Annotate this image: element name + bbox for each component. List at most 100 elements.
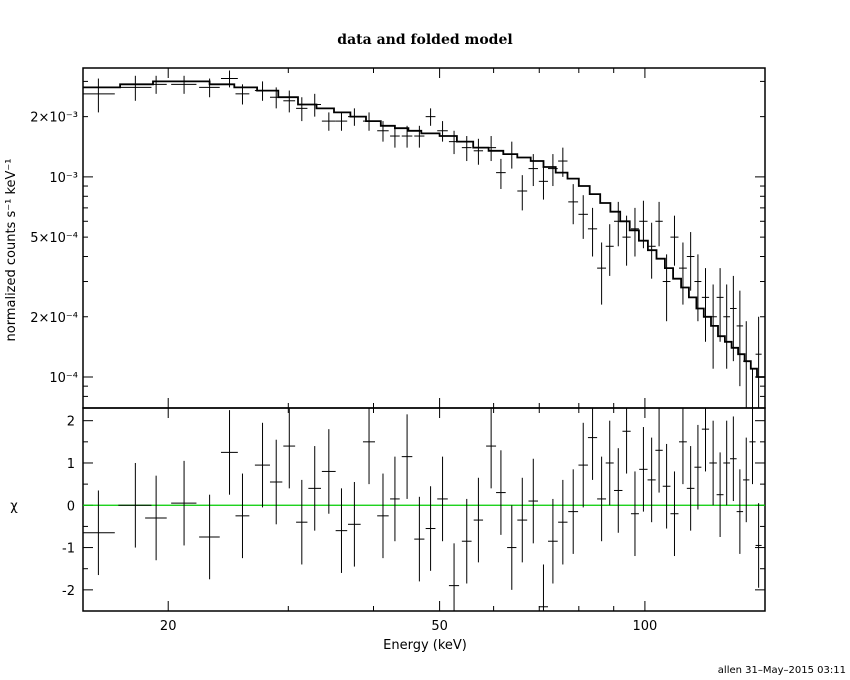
x-axis-label: Energy (keV) [383, 638, 467, 653]
residual-data-point [254, 422, 270, 508]
residual-data-point [755, 503, 762, 588]
residual-data-point [578, 422, 588, 508]
spectrum-data-point [308, 93, 321, 117]
residual-data-point [437, 456, 448, 542]
y-axis-label: normalized counts s⁻¹ keV⁻¹ [4, 159, 19, 342]
spectrum-data-point [199, 78, 220, 98]
spectrum-data-point [235, 84, 250, 105]
residual-data-point [401, 414, 413, 499]
spectrum-data-point [517, 175, 528, 211]
spectrum-data-point [639, 200, 648, 249]
spectrum-data-point [622, 215, 631, 266]
residual-data-point [486, 408, 497, 489]
residual-data-point [461, 498, 472, 584]
residual-data-point [321, 429, 336, 514]
residual-data-point [749, 408, 756, 485]
spectrum-data-point [496, 158, 506, 189]
residual-data-point [308, 446, 321, 531]
spectrum-data-point [538, 166, 549, 200]
spectrum-data-point [743, 321, 750, 408]
spectrum-data-point [701, 268, 710, 342]
spectrum-data-point [568, 184, 579, 225]
spectrum-data-point [670, 215, 679, 266]
spectrum-data-point [296, 97, 308, 122]
residual-data-point [390, 456, 400, 542]
residual-data-point [670, 471, 679, 557]
residual-data-point [647, 437, 656, 523]
residual-data-point [296, 479, 308, 565]
residual-data-point [723, 420, 731, 506]
residual-data-point [220, 410, 238, 495]
chi-tick-label: -1 [62, 542, 75, 557]
y-tick-label: 10⁻³ [49, 171, 78, 186]
y-tick-label: 5×10⁻⁴ [30, 231, 78, 246]
residual-data-point [269, 439, 283, 525]
residual-data-point [568, 469, 579, 554]
spectrum-data-point [749, 368, 756, 409]
spectrum-data-point [171, 75, 197, 94]
spectrum-data-point [461, 136, 472, 162]
residual-data-points [83, 408, 762, 611]
residual-data-point [335, 488, 348, 573]
residual-data-point [605, 420, 614, 506]
residual-panel-frame [82, 407, 766, 612]
residual-data-point [686, 446, 695, 531]
spectrum-data-point [730, 275, 737, 362]
spectrum-data-point [269, 87, 283, 109]
residual-data-point [639, 427, 648, 512]
residual-data-point [199, 494, 220, 580]
residual-data-point [538, 564, 549, 611]
x-tick-label: 20 [160, 619, 177, 634]
residual-data-point [701, 408, 710, 472]
residual-x-axis: 20 50 100 [160, 408, 657, 634]
spectrum-data-point [401, 125, 413, 148]
residual-data-point [716, 452, 724, 537]
spectrum-data-point [220, 70, 238, 88]
residual-data-point [517, 477, 528, 563]
spectrum-data-point [321, 112, 336, 131]
residual-data-point [587, 408, 598, 480]
spectrum-data-point [83, 78, 115, 113]
spectrum-data-point [254, 81, 270, 101]
residual-data-point [496, 450, 506, 535]
spectrum-data-point [647, 222, 656, 279]
spectrum-data-point [694, 254, 702, 322]
residual-data-point [709, 420, 717, 506]
spectrum-data-point [686, 232, 695, 291]
spectrum-data-point [507, 141, 517, 169]
residual-data-point [283, 408, 296, 489]
spectrum-data-point [390, 125, 400, 148]
spectrum-data-point [630, 207, 639, 257]
residual-data-point [662, 443, 671, 529]
spectrum-data-point [414, 125, 425, 148]
residual-data-point [507, 505, 517, 590]
residual-data-point [414, 496, 425, 582]
spectrum-data-point [425, 108, 436, 126]
residual-data-point [83, 490, 115, 576]
residual-data-point [622, 408, 631, 474]
residual-data-point [377, 473, 389, 559]
spectrum-data-point [679, 242, 687, 305]
residual-data-point [548, 498, 558, 584]
spectrum-data-point [558, 147, 568, 177]
spectrum-y-axis: 10⁻⁴ 2×10⁻⁴ 5×10⁻⁴ 10⁻³ 2×10⁻³ [30, 80, 765, 409]
y-tick-label: 2×10⁻³ [30, 111, 78, 126]
spectrum-data-point [755, 316, 762, 408]
residual-data-point [694, 424, 702, 510]
spectrum-data-point [437, 121, 448, 142]
chi-tick-label: 0 [67, 499, 75, 514]
y-tick-label: 2×10⁻⁴ [30, 311, 78, 326]
spectrum-panel-frame [82, 67, 766, 409]
spectrum-data-point [473, 138, 484, 165]
chart-title: data and folded model [337, 32, 512, 48]
spectrum-data-point [335, 112, 348, 131]
residual-data-point [448, 543, 460, 611]
spectrum-data-point [348, 108, 361, 126]
chi-axis-label: χ [10, 499, 18, 514]
residual-data-point [736, 469, 744, 554]
spectrum-data-point [448, 130, 460, 155]
residual-data-point [597, 456, 607, 542]
spectrum-data-point [709, 284, 717, 369]
spectrum-data-point [283, 90, 296, 113]
